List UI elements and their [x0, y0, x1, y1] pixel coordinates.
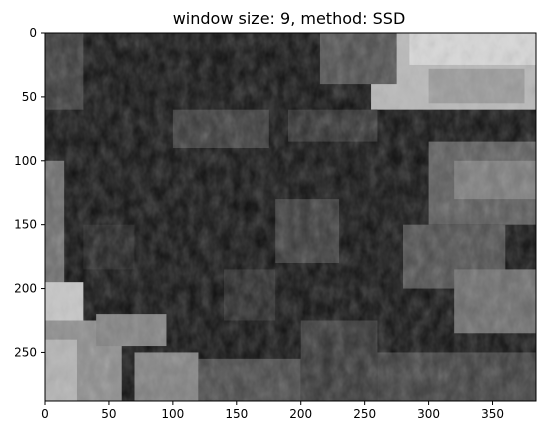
x-tick-label: 250: [353, 407, 376, 421]
heatmap-texture: [45, 33, 536, 401]
x-tick-label: 100: [161, 407, 184, 421]
y-tick-label: 100: [14, 154, 37, 168]
y-axis: 0 50 100 150 200 250: [14, 26, 45, 359]
y-tick-label: 150: [14, 218, 37, 232]
x-axis: 0 50 100 150 200 250 300 350: [41, 401, 504, 421]
x-tick-label: 0: [41, 407, 49, 421]
plot-frame: [44, 32, 537, 402]
x-tick-label: 150: [225, 407, 248, 421]
x-tick-label: 200: [289, 407, 312, 421]
y-tick-label: 250: [14, 345, 37, 359]
y-tick-label: 0: [29, 26, 37, 40]
x-tick-label: 50: [101, 407, 116, 421]
y-tick-label: 200: [14, 282, 37, 296]
chart-title: window size: 9, method: SSD: [173, 9, 406, 28]
x-tick-label: 350: [481, 407, 504, 421]
x-tick-label: 300: [417, 407, 440, 421]
plot-area: [45, 33, 536, 401]
y-tick-label: 50: [22, 90, 37, 104]
